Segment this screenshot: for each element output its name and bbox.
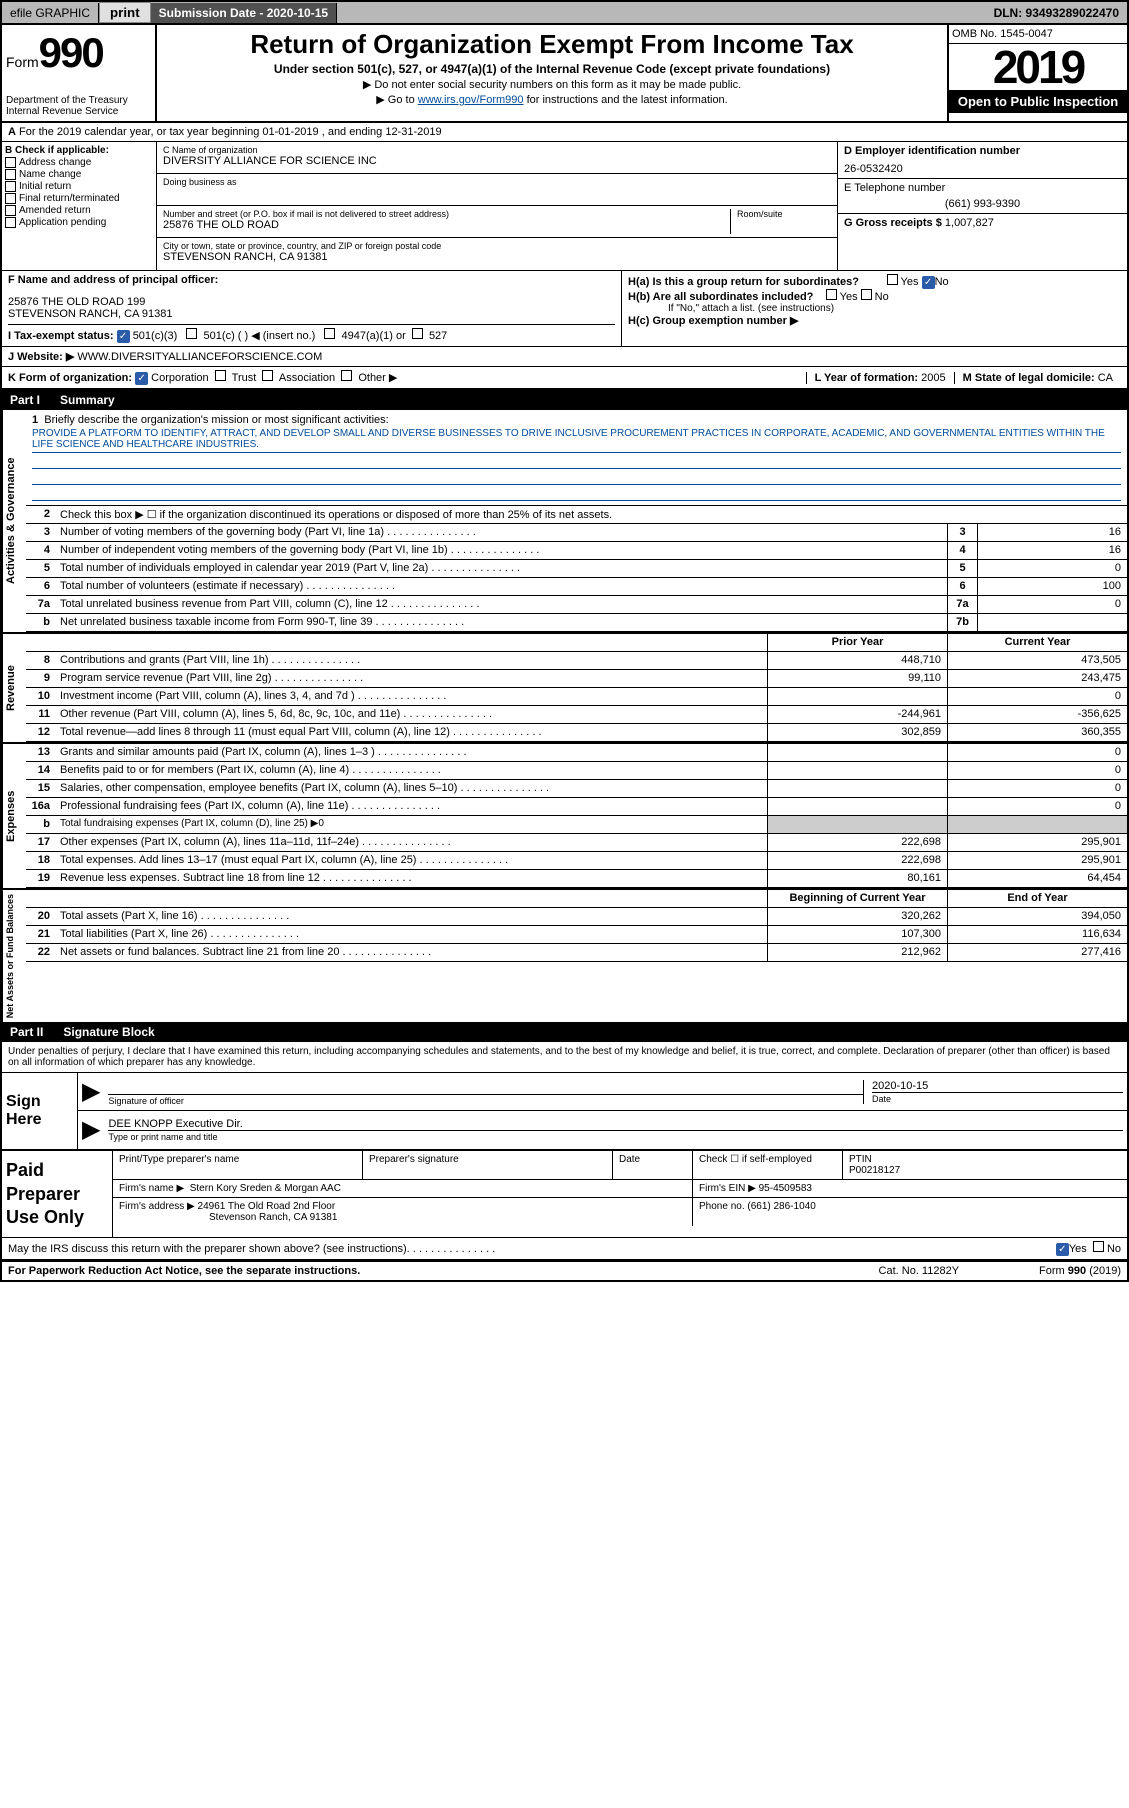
preparer-section: Paid Preparer Use Only Print/Type prepar… bbox=[2, 1149, 1127, 1237]
sub1: ▶ Do not enter social security numbers o… bbox=[167, 78, 937, 91]
efile-label: efile GRAPHIC bbox=[2, 3, 99, 23]
firm-name: Stern Kory Sreden & Morgan AAC bbox=[190, 1183, 341, 1194]
open-inspection: Open to Public Inspection bbox=[949, 90, 1127, 113]
firm-addr1: 24961 The Old Road 2nd Floor bbox=[198, 1201, 336, 1212]
mission-text: PROVIDE A PLATFORM TO IDENTIFY, ATTRACT,… bbox=[32, 426, 1121, 453]
col-c: C Name of organization DIVERSITY ALLIANC… bbox=[157, 142, 837, 270]
telephone: (661) 993-9390 bbox=[844, 198, 1121, 210]
row-fgh: F Name and address of principal officer:… bbox=[2, 271, 1127, 347]
ein: 26-0532420 bbox=[844, 163, 1121, 175]
row-klm: K Form of organization: ✓ Corporation Tr… bbox=[2, 367, 1127, 390]
check-corp-icon: ✓ bbox=[135, 372, 148, 385]
city-state-zip: STEVENSON RANCH, CA 91381 bbox=[163, 251, 831, 263]
title-cell: Return of Organization Exempt From Incom… bbox=[157, 25, 947, 121]
print-button[interactable]: print bbox=[99, 2, 151, 23]
form-header: Form990 Department of the Treasury Inter… bbox=[2, 25, 1127, 123]
discuss-row: May the IRS discuss this return with the… bbox=[2, 1237, 1127, 1260]
firm-phone: (661) 286-1040 bbox=[747, 1201, 815, 1212]
subtitle: Under section 501(c), 527, or 4947(a)(1)… bbox=[167, 62, 937, 76]
section-bcd: B Check if applicable: Address change Na… bbox=[2, 142, 1127, 271]
cb-assoc[interactable] bbox=[262, 370, 273, 381]
governance-section: Activities & Governance 1 Briefly descri… bbox=[2, 410, 1127, 632]
submission-date: Submission Date - 2020-10-15 bbox=[151, 3, 337, 23]
dept-label: Department of the Treasury Internal Reve… bbox=[6, 95, 151, 117]
col-d: D Employer identification number 26-0532… bbox=[837, 142, 1127, 270]
cb-hb-yes[interactable] bbox=[826, 289, 837, 300]
irs-link[interactable]: www.irs.gov/Form990 bbox=[418, 94, 524, 106]
line-a: A For the 2019 calendar year, or tax yea… bbox=[2, 123, 1127, 142]
gross-receipts: 1,007,827 bbox=[945, 217, 994, 229]
cb-discuss-no[interactable] bbox=[1093, 1241, 1104, 1252]
netassets-section: Net Assets or Fund Balances Beginning of… bbox=[2, 888, 1127, 1022]
cb-4947[interactable] bbox=[324, 328, 335, 339]
cb-address-change[interactable] bbox=[5, 157, 16, 168]
check-ha-no-icon: ✓ bbox=[922, 276, 935, 289]
officer-addr1: 25876 THE OLD ROAD 199 bbox=[8, 296, 615, 308]
dln: DLN: 93493289022470 bbox=[986, 3, 1127, 23]
arrow-icon: ▶ bbox=[82, 1115, 100, 1144]
footer: For Paperwork Reduction Act Notice, see … bbox=[2, 1260, 1127, 1280]
street-address: 25876 THE OLD ROAD bbox=[163, 219, 724, 231]
cb-other[interactable] bbox=[341, 370, 352, 381]
cb-ha-yes[interactable] bbox=[887, 274, 898, 285]
expenses-section: Expenses 13Grants and similar amounts pa… bbox=[2, 742, 1127, 888]
cb-amended[interactable] bbox=[5, 205, 16, 216]
tax-year: 2019 bbox=[949, 44, 1127, 90]
firm-ein: 95-4509583 bbox=[759, 1183, 812, 1194]
cb-final[interactable] bbox=[5, 193, 16, 204]
revenue-section: Revenue Prior Year Current Year 8Contrib… bbox=[2, 632, 1127, 742]
col-b: B Check if applicable: Address change Na… bbox=[2, 142, 157, 270]
row-j: J Website: ▶ WWW.DIVERSITYALLIANCEFORSCI… bbox=[2, 347, 1127, 367]
cb-hb-no[interactable] bbox=[861, 289, 872, 300]
org-name: DIVERSITY ALLIANCE FOR SCIENCE INC bbox=[163, 155, 831, 167]
form-990-page: efile GRAPHIC print Submission Date - 20… bbox=[0, 0, 1129, 1282]
website: WWW.DIVERSITYALLIANCEFORSCIENCE.COM bbox=[77, 351, 322, 363]
form-number-cell: Form990 Department of the Treasury Inter… bbox=[2, 25, 157, 121]
cb-527[interactable] bbox=[412, 328, 423, 339]
part2-header: Part II Signature Block bbox=[2, 1022, 1127, 1042]
arrow-icon: ▶ bbox=[82, 1077, 100, 1106]
sub2: ▶ Go to www.irs.gov/Form990 for instruct… bbox=[167, 93, 937, 106]
check-discuss-yes-icon: ✓ bbox=[1056, 1243, 1069, 1256]
cb-name-change[interactable] bbox=[5, 169, 16, 180]
part1-header: Part I Summary bbox=[2, 390, 1127, 410]
cb-initial[interactable] bbox=[5, 181, 16, 192]
officer-name: DEE KNOPP Executive Dir. bbox=[108, 1118, 1123, 1130]
cb-pending[interactable] bbox=[5, 217, 16, 228]
firm-addr2: Stevenson Ranch, CA 91381 bbox=[209, 1212, 337, 1223]
sign-here-row: Sign Here ▶ Signature of officer 2020-10… bbox=[2, 1072, 1127, 1149]
topbar: efile GRAPHIC print Submission Date - 20… bbox=[2, 2, 1127, 25]
declaration: Under penalties of perjury, I declare th… bbox=[2, 1042, 1127, 1072]
cb-trust[interactable] bbox=[215, 370, 226, 381]
sig-date: 2020-10-15 bbox=[872, 1080, 1123, 1092]
check-501c3-icon: ✓ bbox=[117, 330, 130, 343]
right-header-cell: OMB No. 1545-0047 2019 Open to Public In… bbox=[947, 25, 1127, 121]
ptin: P00218127 bbox=[849, 1165, 900, 1176]
cb-501c[interactable] bbox=[186, 328, 197, 339]
main-title: Return of Organization Exempt From Incom… bbox=[167, 29, 937, 60]
officer-addr2: STEVENSON RANCH, CA 91381 bbox=[8, 308, 615, 320]
